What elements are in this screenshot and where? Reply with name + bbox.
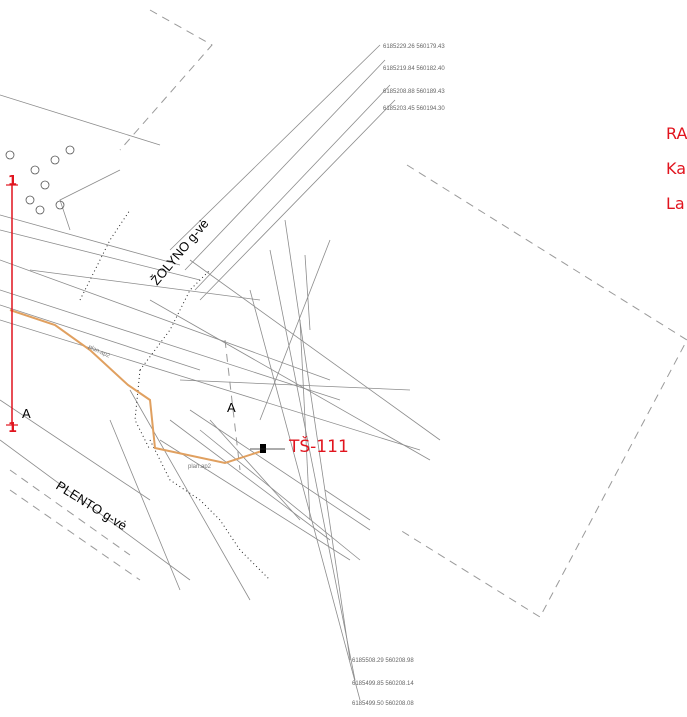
legend-text-2: Ka (666, 159, 686, 178)
cable-label-2: plan.ap2 (188, 464, 212, 470)
section-mark: A (227, 400, 236, 415)
section-line (6, 184, 18, 426)
coordinate-labels-top: 6185229.26 560179.43 6185219.84 560182.4… (383, 44, 445, 112)
coord-top-3: 6185208.88 560189.43 (383, 89, 445, 95)
road-edge-hatching (79, 209, 271, 581)
coord-top-4: 6185203.45 560194.30 (383, 106, 445, 112)
coordinate-labels-bottom: 6185508.29 560208.98 6185499.85 560208.1… (352, 658, 414, 707)
section-line-label-a: A (22, 406, 31, 421)
street-label-plento: PLENTO g-vė (53, 478, 129, 533)
legend-text-3: La (666, 194, 685, 213)
parcel-lines (0, 44, 441, 701)
section-line-label-top: 1 (8, 174, 17, 189)
coord-top-1: 6185229.26 560179.43 (383, 44, 445, 50)
coord-top-2: 6185219.84 560182.40 (383, 66, 445, 72)
tree-markers (5, 145, 75, 215)
coord-bottom-3: 6185499.50 560208.08 (352, 701, 414, 707)
substation-marker (250, 444, 285, 453)
substation-label: TŠ-111 (288, 435, 349, 457)
dashed-boundaries (9, 9, 687, 618)
section-line-label-bottom: 1 (8, 421, 17, 436)
coord-bottom-1: 6185508.29 560208.98 (352, 658, 414, 664)
legend-text-1: RA (666, 124, 687, 143)
cable-route (9, 309, 266, 465)
coord-bottom-2: 6185499.85 560208.14 (352, 681, 414, 687)
